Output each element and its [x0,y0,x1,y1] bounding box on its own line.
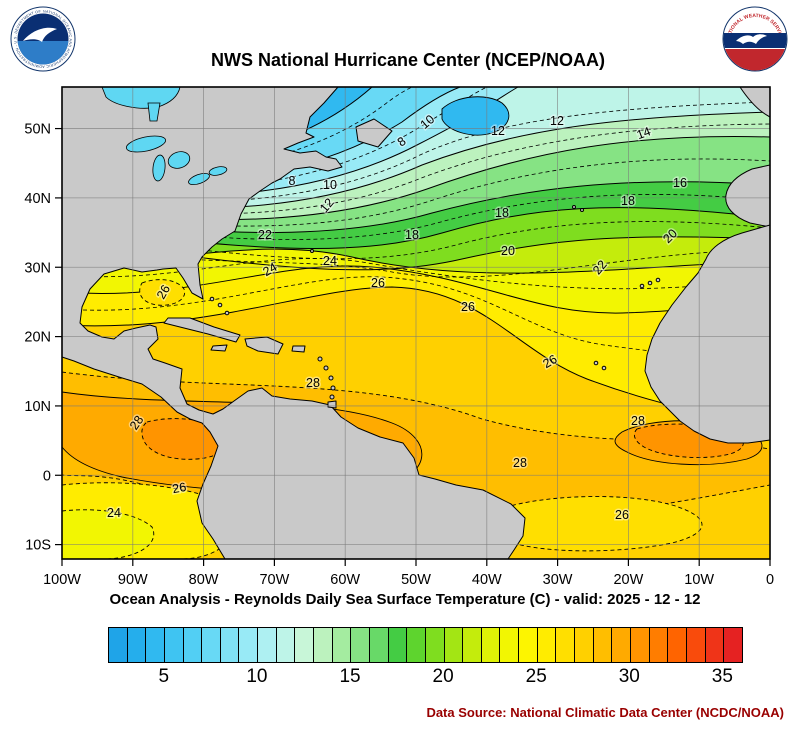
colorbar-segment [387,628,407,662]
contour-label: 18 [405,228,419,242]
colorbar-segment [145,628,164,662]
colorbar-segment [126,628,146,662]
lat-label: 50N [24,122,51,138]
colorbar-tick-label: 25 [525,666,547,687]
map-frame [61,86,771,560]
colorbar-segment [350,628,369,662]
colorbar-tick-label: 15 [339,666,361,687]
contour-label: 20 [501,244,515,258]
lat-label: 30N [24,260,51,276]
data-source: Data Source: National Climatic Data Cent… [426,705,784,720]
contour-label: 26 [615,508,629,522]
page-title: NWS National Hurricane Center (NCEP/NOAA… [210,50,606,70]
contour-label: 12 [550,114,564,128]
colorbar-segment [331,628,351,662]
colorbar-segment [499,628,519,662]
lat-label: 0 [43,468,51,484]
nws-bird-icon [736,34,767,44]
lon-label: 20W [613,572,643,588]
lon-label: 40W [472,572,502,588]
colorbar-segment [462,628,481,662]
contour-label: 26 [171,480,187,496]
colorbar-segment [182,628,202,662]
axis-labels: 50N 40N 30N 20N 10N 0 10S 100W 90W 80W 70W 60W 50W 40… [24,122,774,588]
lon-label: 0 [766,572,774,588]
contour-label: 28 [306,376,320,390]
colorbar-segment [555,628,575,662]
lon-label: 100W [43,572,81,588]
lon-label: 30W [543,572,573,588]
colorbar-segment [648,628,668,662]
colorbar-segment [424,628,444,662]
colorbar-segment [629,628,649,662]
colorbar-segment [219,628,239,662]
lat-label: 20N [24,330,51,346]
colorbar-segment [443,628,463,662]
colorbar-segment [667,628,686,662]
contour-label: 28 [631,414,645,428]
nws-logo: NATIONAL WEATHER SERVICE [722,6,788,72]
graticule [62,87,770,559]
colorbar [108,627,743,663]
colorbar-tick-label: 20 [432,666,454,687]
contour-label: 24 [323,254,337,268]
colorbar-tick-label: 35 [711,666,733,687]
contour-label: 14 [635,124,653,142]
colorbar-labels: 5 10 15 20 25 30 35 [108,666,741,690]
contour-label: 24 [107,506,121,520]
colorbar-segment [109,628,127,662]
lat-label: 10N [24,399,51,415]
landmass [61,86,771,560]
colorbar-segment [518,628,537,662]
colorbar-segment [275,628,295,662]
colorbar-segment [163,628,183,662]
colorbar-segment [723,628,742,662]
contour-label: 8 [289,174,296,188]
colorbar-tick-label: 10 [246,666,268,687]
colorbar-segment [592,628,612,662]
colorbar-segment [406,628,425,662]
lon-label: 50W [401,572,431,588]
colorbar-segment [368,628,388,662]
colorbar-segment [238,628,258,662]
lon-label: 60W [330,572,360,588]
contour-label: 26 [371,276,385,290]
colorbar-tick-label: 30 [618,666,640,687]
lon-label: 80W [189,572,219,588]
lon-label: 10W [684,572,714,588]
colorbar-segment [201,628,220,662]
colorbar-segment [574,628,593,662]
map-caption: Ocean Analysis - Reynolds Daily Sea Surf… [109,591,701,608]
contour-label: 18 [495,206,509,220]
contour-label: 18 [621,194,635,208]
colorbar-segment [257,628,276,662]
lat-label: 40N [24,191,51,207]
lakes-and-bays [101,86,228,186]
colorbar-segment [611,628,630,662]
colorbar-segment [480,628,500,662]
noaa-bird-icon [23,27,57,42]
colorbar-segment [536,628,556,662]
colorbar-tick-label: 5 [158,666,170,687]
noaa-logo: NATIONAL OCEANIC AND ATMOSPHERIC ADMINIS… [10,6,76,72]
lat-label: 10S [25,538,51,554]
contour-label: 10 [323,178,337,192]
colorbar-segment [294,628,314,662]
lon-label: 70W [259,572,289,588]
contour-label: 26 [461,300,475,314]
contour-label: 28 [513,456,527,470]
contour-label: 12 [491,124,505,138]
colorbar-segment [685,628,705,662]
lon-label: 90W [118,572,148,588]
colorbar-segment [313,628,332,662]
sst-map: 50N 40N 30N 20N 10N 0 10S 100W 90W 80W 70W 60W 50W 40… [24,86,774,588]
colorbar-segment [704,628,724,662]
contour-label: 16 [673,176,687,190]
contour-label: 22 [258,228,272,242]
